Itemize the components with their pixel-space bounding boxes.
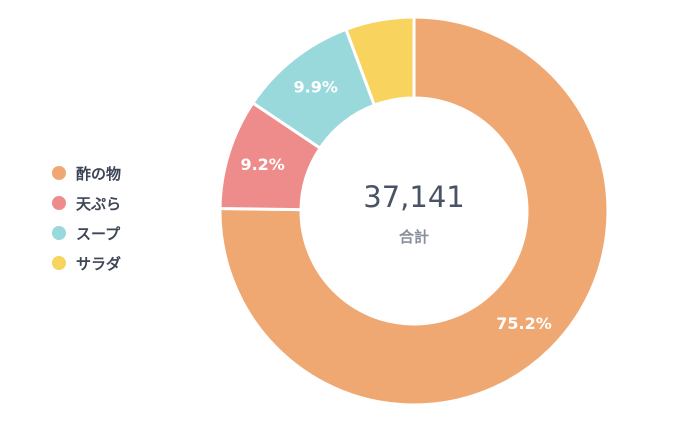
slice-value-label: 9.9%: [293, 78, 337, 97]
legend-label: サラダ: [76, 254, 122, 273]
legend: 酢の物 天ぷら スープ サラダ: [52, 158, 121, 278]
legend-label: 天ぷら: [76, 194, 122, 213]
slice-value-label: 75.2%: [496, 314, 552, 333]
legend-label: 酢の物: [76, 164, 122, 183]
legend-swatch: [52, 196, 66, 210]
legend-swatch: [52, 256, 66, 270]
legend-swatch: [52, 226, 66, 240]
slice-sunomono: [218, 15, 610, 407]
legend-swatch: [52, 166, 66, 180]
center-total: 37,141: [363, 180, 465, 214]
slice-salad: [344, 15, 416, 107]
legend-item-soup: スープ: [52, 218, 121, 248]
legend-item-tempura: 天ぷら: [52, 188, 121, 218]
center-caption: 合計: [398, 228, 429, 246]
slice-value-label: 9.2%: [240, 155, 284, 174]
legend-label: スープ: [76, 224, 121, 243]
legend-item-salad: サラダ: [52, 248, 121, 278]
legend-item-sunomono: 酢の物: [52, 158, 121, 188]
